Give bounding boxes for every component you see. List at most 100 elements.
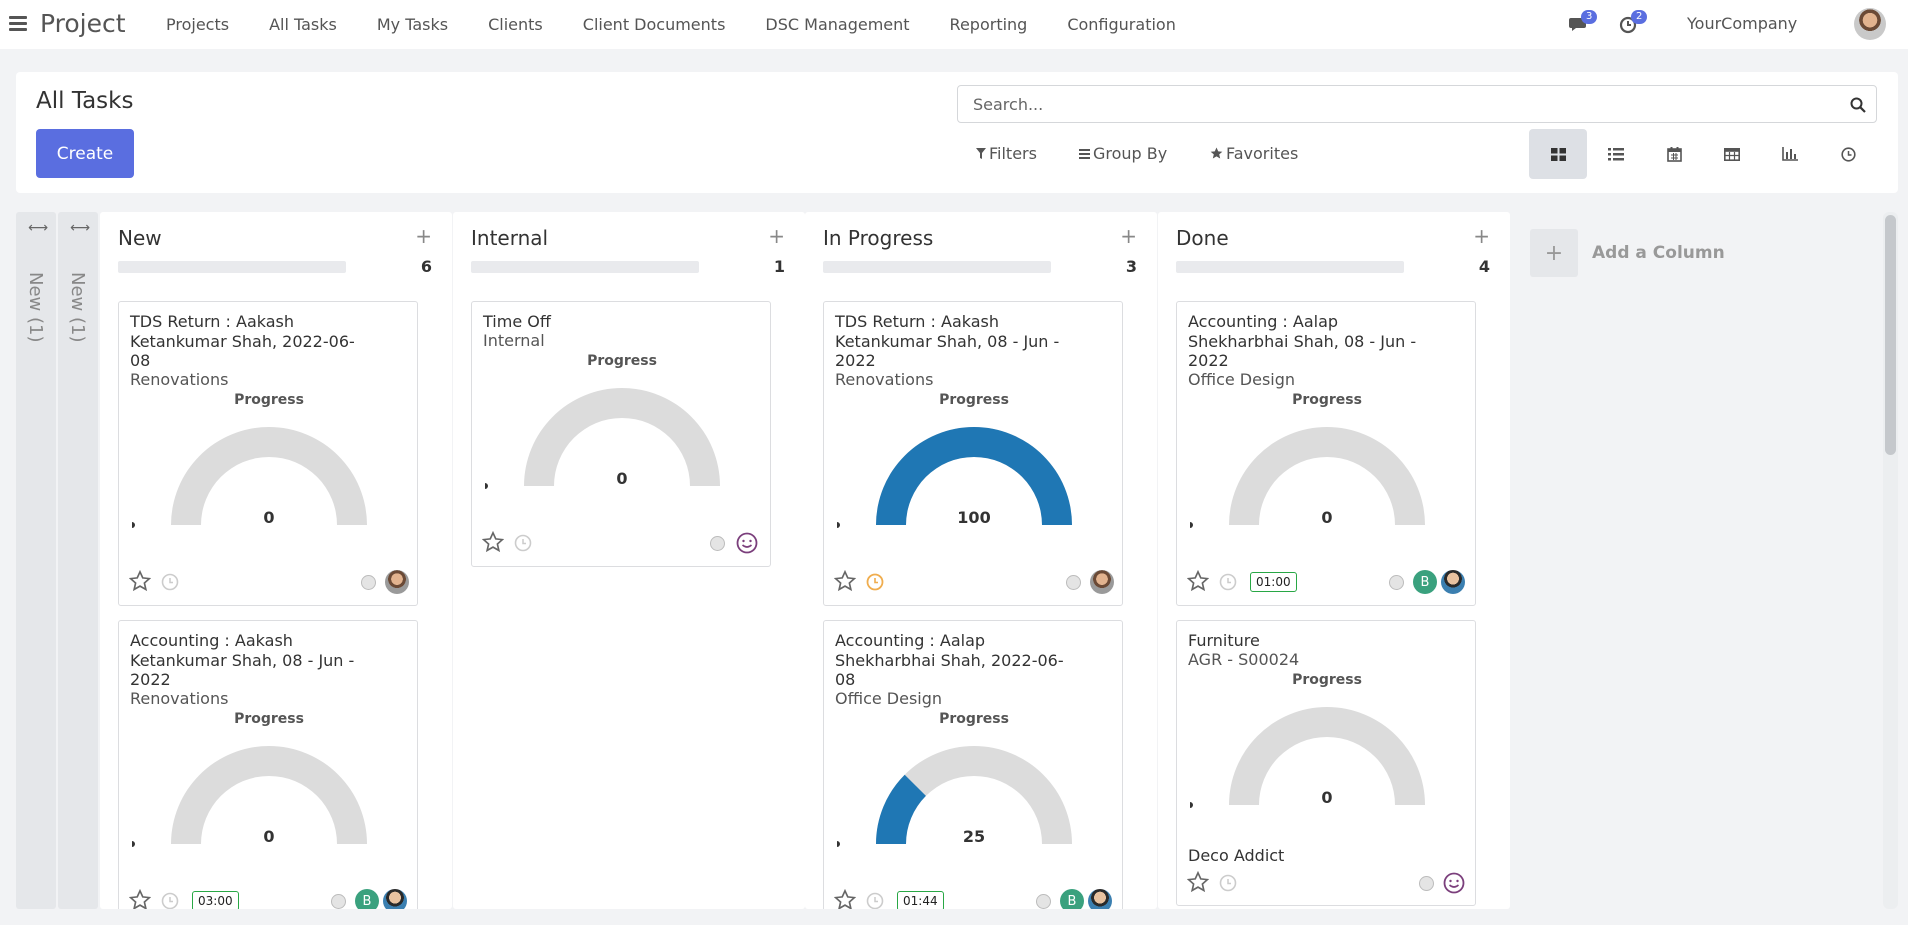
scrollbar-thumb[interactable] bbox=[1885, 215, 1896, 455]
task-card[interactable]: Accounting : Aalap Shekharbhai Shah, 08 … bbox=[1176, 301, 1476, 606]
activity-clock-due-icon[interactable] bbox=[866, 573, 884, 591]
gauge-track bbox=[1229, 707, 1425, 805]
search-icon[interactable] bbox=[1850, 97, 1866, 113]
activity-clock-icon[interactable] bbox=[161, 892, 179, 909]
task-title: Time Off bbox=[483, 312, 551, 331]
gauge-fill bbox=[876, 427, 1072, 525]
priority-star-icon[interactable] bbox=[1187, 871, 1209, 893]
folded-column[interactable]: ⟷ New (1) bbox=[16, 212, 56, 909]
kanban-state-indicator[interactable] bbox=[361, 575, 376, 590]
progress-gauge: Progress 25 bbox=[837, 711, 1072, 847]
progress-gauge: Progress 0 bbox=[1190, 672, 1425, 808]
menu-item-my-tasks[interactable]: My Tasks bbox=[376, 15, 449, 34]
gauge-track bbox=[171, 427, 367, 525]
priority-star-icon[interactable] bbox=[482, 531, 504, 553]
priority-star-icon[interactable] bbox=[1187, 570, 1209, 592]
activity-clock-icon[interactable] bbox=[866, 892, 884, 909]
card-footer bbox=[472, 531, 772, 557]
control-panel: All Tasks Create Filters Group By Favori… bbox=[16, 72, 1898, 193]
menu-item-projects[interactable]: Projects bbox=[166, 15, 230, 34]
task-card[interactable]: Accounting : Aakash Ketankumar Shah, 08 … bbox=[118, 620, 418, 909]
graph-view-button[interactable] bbox=[1761, 129, 1819, 179]
kanban-state-indicator[interactable] bbox=[710, 536, 725, 551]
menu-item-clients[interactable]: Clients bbox=[488, 15, 543, 34]
kanban-view-button[interactable] bbox=[1529, 129, 1587, 179]
timesheet-timer: 01:00 bbox=[1250, 572, 1297, 592]
create-button[interactable]: Create bbox=[36, 129, 134, 178]
menu-item-configuration[interactable]: Configuration bbox=[1067, 15, 1176, 34]
list-view-button[interactable] bbox=[1587, 129, 1645, 179]
gauge-dot bbox=[1190, 802, 1193, 808]
quick-create-icon[interactable]: + bbox=[1473, 224, 1490, 248]
smiley-avatar-icon bbox=[736, 532, 758, 554]
quick-create-icon[interactable]: + bbox=[1120, 224, 1137, 248]
vertical-scrollbar[interactable] bbox=[1883, 212, 1898, 909]
company-switcher[interactable]: YourCompany bbox=[1687, 14, 1798, 33]
calendar-icon bbox=[1666, 146, 1682, 162]
menu-item-all-tasks[interactable]: All Tasks bbox=[269, 15, 337, 34]
filters-button[interactable]: Filters bbox=[976, 144, 1037, 163]
unfold-icon: ⟷ bbox=[28, 220, 49, 236]
column-title[interactable]: In Progress bbox=[823, 226, 934, 250]
column-progress-bar[interactable] bbox=[823, 261, 1051, 273]
card-footer: 01:44 B bbox=[824, 889, 1124, 909]
kanban-state-indicator[interactable] bbox=[1066, 575, 1081, 590]
app-brand[interactable]: Project bbox=[40, 9, 126, 38]
gauge-label: Progress bbox=[1292, 392, 1362, 408]
gauge-dot bbox=[837, 841, 840, 847]
favorites-button[interactable]: Favorites bbox=[1210, 144, 1298, 163]
priority-star-icon[interactable] bbox=[834, 570, 856, 592]
activity-clock-icon[interactable] bbox=[161, 573, 179, 591]
activity-clock-icon[interactable]: 2 bbox=[1619, 10, 1648, 34]
card-footer: 01:00 B bbox=[1177, 570, 1477, 596]
kanban-state-indicator[interactable] bbox=[1036, 894, 1051, 909]
column-progress-bar[interactable] bbox=[1176, 261, 1404, 273]
calendar-view-button[interactable] bbox=[1645, 129, 1703, 179]
task-card[interactable]: Furniture AGR - S00024 Progress 0 Deco A… bbox=[1176, 620, 1476, 906]
pivot-view-button[interactable] bbox=[1703, 129, 1761, 179]
gauge-dot bbox=[485, 483, 488, 489]
add-column-button[interactable]: + Add a Column bbox=[1530, 229, 1725, 277]
menu-item-dsc-management[interactable]: DSC Management bbox=[765, 15, 910, 34]
priority-star-icon[interactable] bbox=[834, 889, 856, 909]
folded-column[interactable]: ⟷ New (1) bbox=[58, 212, 98, 909]
priority-star-icon[interactable] bbox=[129, 570, 151, 592]
user-avatar[interactable] bbox=[1854, 8, 1886, 40]
gauge-value: 100 bbox=[957, 508, 990, 527]
quick-create-icon[interactable]: + bbox=[768, 224, 785, 248]
task-card[interactable]: TDS Return : Aakash Ketankumar Shah, 08 … bbox=[823, 301, 1123, 606]
gauge-track bbox=[171, 746, 367, 844]
group-by-button[interactable]: Group By bbox=[1079, 144, 1167, 163]
quick-create-icon[interactable]: + bbox=[415, 224, 432, 248]
card-footer: 03:00 B bbox=[119, 889, 419, 909]
activity-clock-icon[interactable] bbox=[1219, 573, 1237, 591]
column-progress-bar[interactable] bbox=[471, 261, 699, 273]
timesheet-timer: 03:00 bbox=[192, 891, 239, 909]
menu-burger-icon[interactable] bbox=[9, 16, 27, 31]
column-progress-bar[interactable] bbox=[118, 261, 346, 273]
search-input[interactable] bbox=[973, 95, 1833, 114]
activity-clock-icon[interactable] bbox=[1219, 874, 1237, 892]
menu-item-reporting[interactable]: Reporting bbox=[949, 15, 1028, 34]
plus-icon: + bbox=[1530, 229, 1578, 277]
assignee-avatar bbox=[1090, 570, 1114, 594]
gauge-label: Progress bbox=[234, 711, 304, 727]
task-title: TDS Return : Aakash Ketankumar Shah, 202… bbox=[130, 312, 355, 370]
column-title[interactable]: Internal bbox=[471, 226, 549, 250]
column-title[interactable]: Done bbox=[1176, 226, 1229, 250]
priority-star-icon[interactable] bbox=[129, 889, 151, 909]
activity-clock-icon[interactable] bbox=[514, 534, 532, 552]
kanban-state-indicator[interactable] bbox=[1389, 575, 1404, 590]
task-card[interactable]: Time Off Internal Progress 0 bbox=[471, 301, 771, 567]
menu-item-client-documents[interactable]: Client Documents bbox=[582, 15, 726, 34]
column-title[interactable]: New bbox=[118, 226, 162, 250]
kanban-state-indicator[interactable] bbox=[331, 894, 346, 909]
messages-icon[interactable]: 3 bbox=[1569, 10, 1598, 34]
assignee-avatar bbox=[383, 889, 407, 909]
unfold-icon: ⟷ bbox=[70, 220, 91, 236]
kanban-state-indicator[interactable] bbox=[1419, 876, 1434, 891]
task-card[interactable]: Accounting : Aalap Shekharbhai Shah, 202… bbox=[823, 620, 1123, 909]
activity-view-button[interactable] bbox=[1819, 129, 1877, 179]
task-card[interactable]: TDS Return : Aakash Ketankumar Shah, 202… bbox=[118, 301, 418, 606]
task-title: Furniture bbox=[1188, 631, 1260, 650]
